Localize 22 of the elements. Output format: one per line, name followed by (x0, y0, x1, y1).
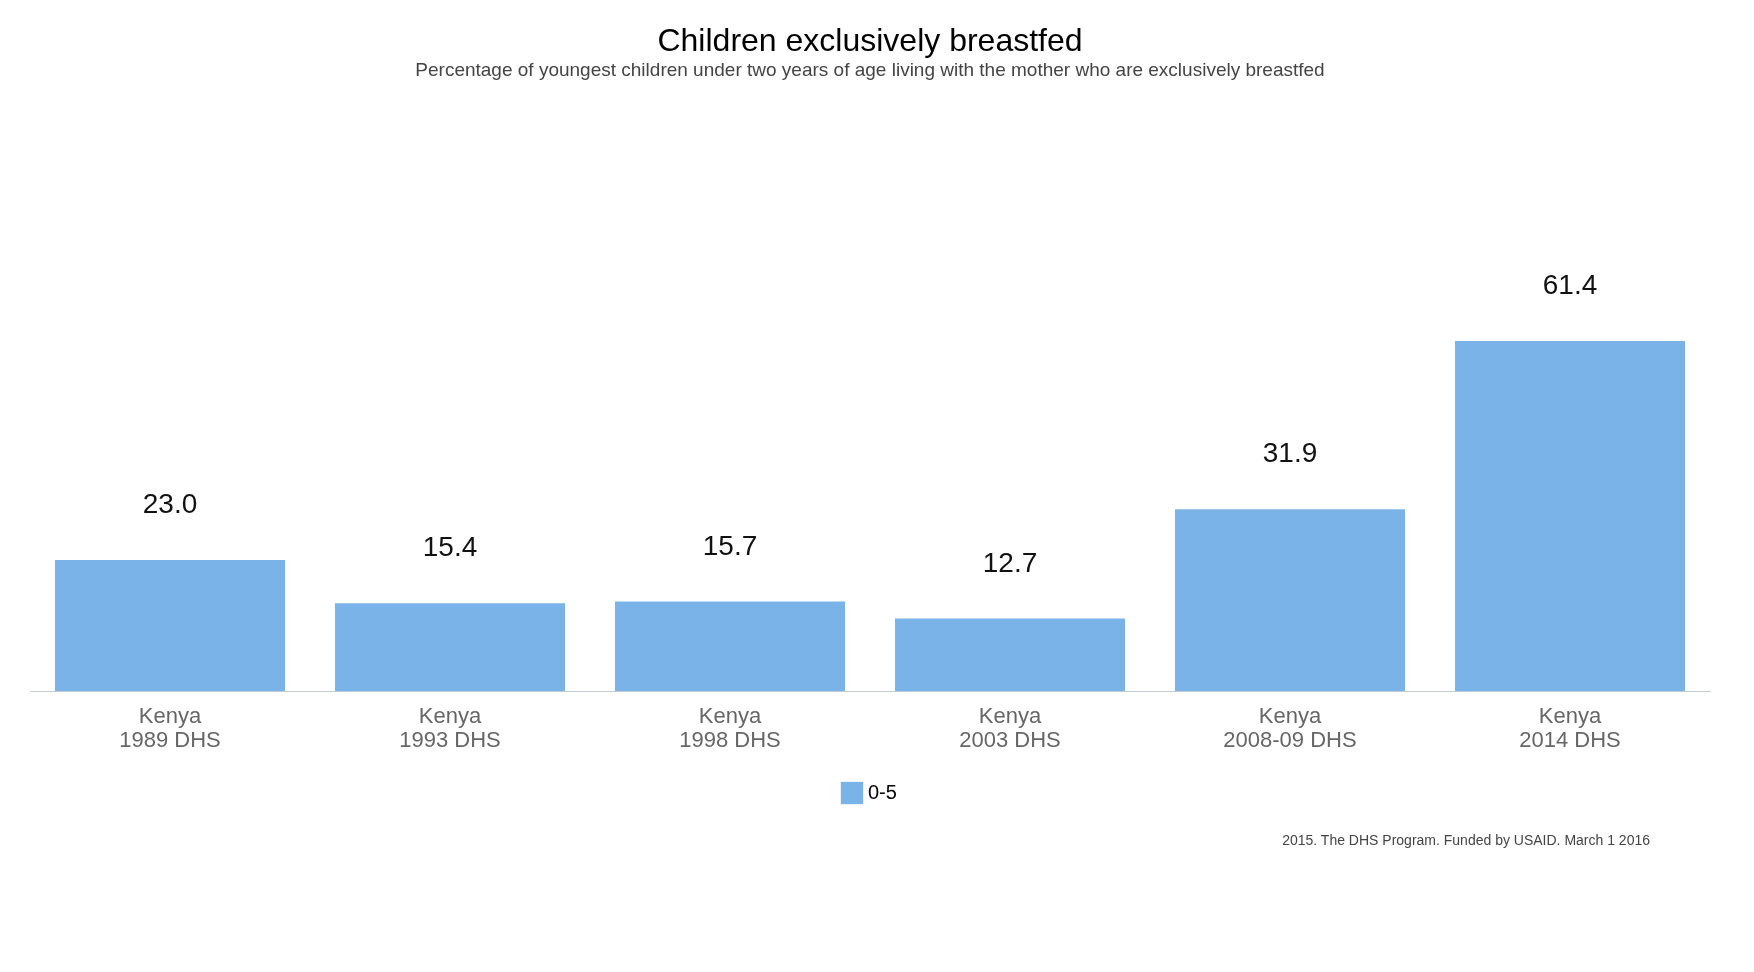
legend-label: 0-5 (868, 781, 897, 803)
data-label: 12.7 (982, 546, 1038, 578)
data-label: 31.9 (1262, 437, 1318, 469)
chart-subtitle: Percentage of youngest children under two years of age living with the mother who are exclusively breastfed (415, 59, 1325, 80)
x-tick-label: Kenya 1989 DHS (119, 702, 221, 752)
bar (615, 601, 845, 691)
bar (895, 618, 1125, 691)
bar (55, 559, 285, 691)
chart-title: Children exclusively breastfed (657, 22, 1083, 58)
data-label: 61.4 (1542, 269, 1598, 300)
text: 2015. The DHS Program. Funded by USAID. March 1 2016 (1282, 832, 1651, 848)
x-tick-label: Kenya 1998 DHS (679, 702, 781, 752)
data-label: 15.4 (422, 531, 478, 563)
x-tick-label: Kenya 2014 DHS (1519, 702, 1621, 752)
data-label: 15.7 (702, 529, 758, 561)
bar (1175, 509, 1405, 691)
data-label: 23.0 (142, 487, 198, 519)
bar (335, 603, 565, 691)
bar (1455, 341, 1685, 691)
x-tick-label: Kenya 2003 DHS (959, 702, 1061, 752)
x-tick-label: Kenya 2008-09 DHS (1223, 702, 1357, 752)
x-tick-label: Kenya 1993 DHS (399, 702, 501, 752)
